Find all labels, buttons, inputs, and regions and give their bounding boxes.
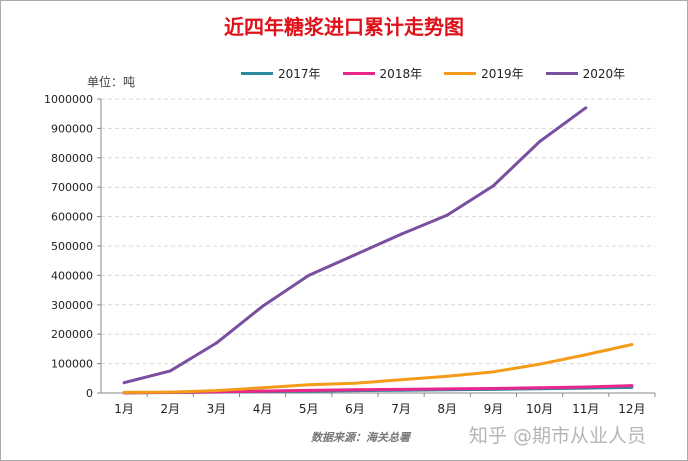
data-point-2018年-12月 <box>630 384 634 388</box>
data-point-2018年-4月 <box>261 389 265 393</box>
y-tick-label: 1000000 <box>44 93 93 106</box>
x-tick-label: 6月 <box>345 402 365 416</box>
x-tick-label: 8月 <box>437 402 457 416</box>
data-point-2020年-7月 <box>399 232 403 236</box>
x-tick-label: 1月 <box>114 402 134 416</box>
data-point-2020年-10月 <box>538 140 542 144</box>
data-point-2019年-11月 <box>584 353 588 357</box>
legend-label: 2017年 <box>278 67 321 81</box>
data-point-2019年-7月 <box>399 378 403 382</box>
legend-item-2018: 2018年 <box>342 65 423 82</box>
series-line-2019年 <box>124 343 633 394</box>
data-point-2020年-4月 <box>261 304 265 308</box>
legend-swatch <box>342 72 375 75</box>
legend-swatch <box>444 72 477 75</box>
watermark: 知乎 @期市从业人员 <box>469 425 647 447</box>
data-point-2020年-11月 <box>584 106 588 110</box>
x-tick-label: 5月 <box>299 402 319 416</box>
data-point-2020年-1月 <box>122 381 126 385</box>
legend-label: 2020年 <box>582 67 626 81</box>
legend-item-2017: 2017年 <box>241 65 321 82</box>
y-tick-label: 400000 <box>51 269 93 282</box>
chart-title: 近四年糖浆进口累计走势图 <box>224 15 464 39</box>
data-point-2018年-11月 <box>584 385 588 389</box>
series-line-2020年 <box>123 106 587 385</box>
x-tick-label: 11月 <box>572 402 599 416</box>
y-tick-label: 900000 <box>51 122 93 135</box>
data-point-2019年-2月 <box>168 390 172 394</box>
y-tick-label: 300000 <box>51 299 93 312</box>
y-tick-label: 500000 <box>51 240 93 253</box>
data-point-2019年-3月 <box>214 389 218 393</box>
data-point-2020年-9月 <box>491 184 495 188</box>
data-point-2019年-8月 <box>445 374 449 378</box>
data-point-2020年-2月 <box>168 369 172 373</box>
data-point-2018年-10月 <box>538 386 542 390</box>
data-point-2019年-10月 <box>538 362 542 366</box>
data-point-2019年-1月 <box>122 390 126 394</box>
legend-swatch <box>241 72 273 75</box>
x-tick-label: 10月 <box>526 402 553 416</box>
y-tick-label: 0 <box>86 387 93 400</box>
y-axis-unit-label: 单位：吨 <box>87 75 136 89</box>
data-point-2019年-12月 <box>630 342 634 346</box>
data-point-2020年-3月 <box>214 341 218 345</box>
legend-label: 2019年 <box>481 67 524 81</box>
data-point-2018年-8月 <box>445 387 449 391</box>
data-point-2018年-5月 <box>307 388 311 392</box>
data-point-2020年-6月 <box>353 253 357 257</box>
data-point-2020年-5月 <box>307 273 311 277</box>
data-point-2018年-7月 <box>399 387 403 391</box>
y-tick-label: 700000 <box>51 181 93 194</box>
legend-label: 2018年 <box>379 67 423 81</box>
data-point-2018年-9月 <box>491 386 495 390</box>
x-tick-label: 12月 <box>618 402 645 416</box>
legend-item-2020: 2020年 <box>545 65 626 82</box>
data-point-2018年-6月 <box>353 388 357 392</box>
data-point-2019年-5月 <box>307 383 311 387</box>
data-point-2020年-8月 <box>445 213 449 217</box>
legend-item-2019: 2019年 <box>444 65 524 82</box>
x-tick-label: 4月 <box>253 402 273 416</box>
data-source: 数据来源：海关总署 <box>311 431 410 444</box>
legend-swatch <box>545 72 578 75</box>
data-point-2019年-4月 <box>261 386 265 390</box>
legend: 2017年 2018年 2019年 2020年 <box>241 65 625 82</box>
x-tick-label: 2月 <box>160 402 180 416</box>
data-point-2019年-6月 <box>353 381 357 385</box>
y-tick-label: 600000 <box>51 211 93 224</box>
x-tick-label: 3月 <box>207 402 227 416</box>
x-tick-label: 9月 <box>484 402 504 416</box>
y-tick-label: 100000 <box>51 358 93 371</box>
y-tick-label: 200000 <box>51 328 93 341</box>
y-tick-label: 800000 <box>51 152 93 165</box>
x-tick-label: 7月 <box>391 402 411 416</box>
data-point-2019年-9月 <box>491 370 495 374</box>
